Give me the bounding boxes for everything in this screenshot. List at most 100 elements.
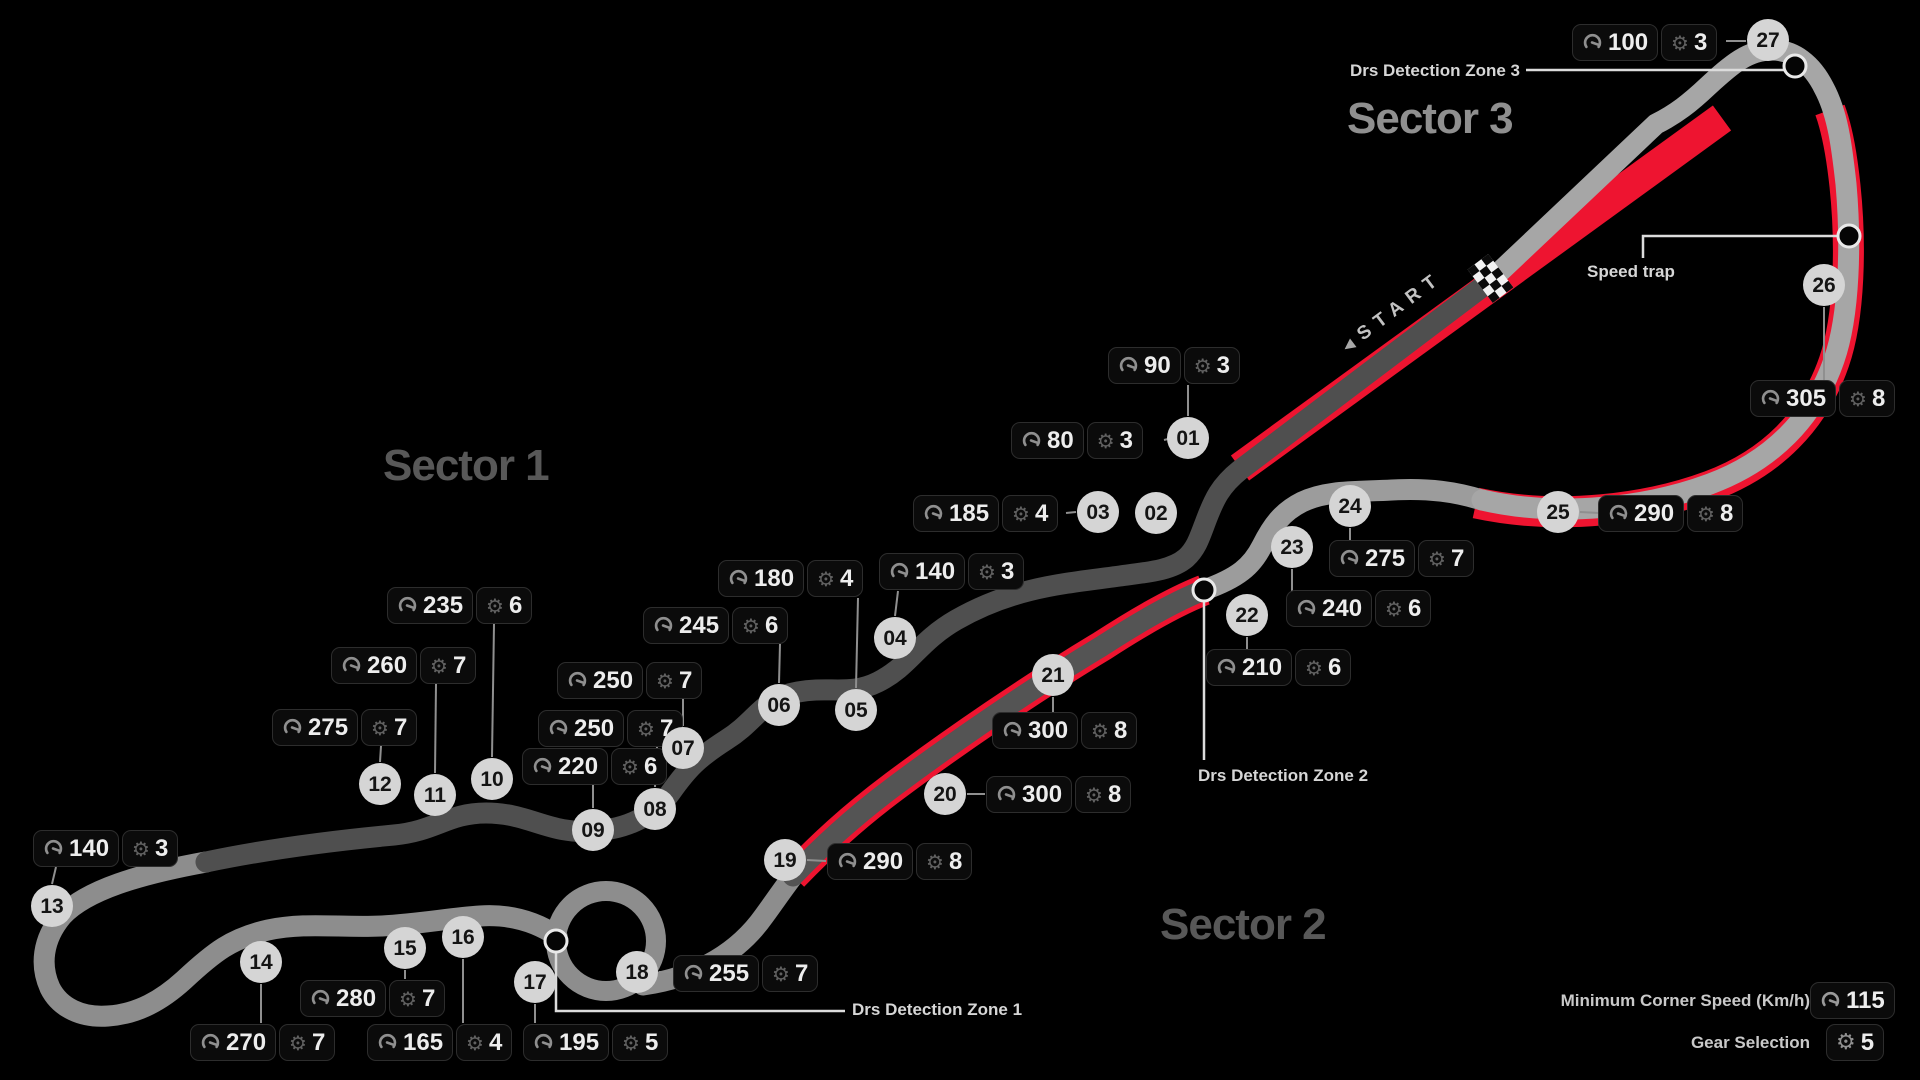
corner-speed-cell: 165	[367, 1024, 454, 1061]
corner-marker-20: 20	[924, 773, 966, 815]
corner-badge-10: 235 ⚙ 6	[387, 587, 533, 624]
badge-connector-line-06	[778, 643, 781, 684]
min-corner-speed-value: 115	[1846, 986, 1885, 1014]
corner-gear-cell: ⚙ 6	[1375, 590, 1432, 627]
gear-icon: ⚙	[622, 1030, 640, 1055]
detection-dots	[543, 53, 1862, 954]
corner-gear-value: 8	[1719, 499, 1734, 527]
gauge-icon	[1821, 991, 1840, 1007]
corner-gear-value: 3	[1216, 351, 1230, 379]
corner-gear-cell: ⚙ 7	[646, 662, 703, 699]
corner-speed-value: 180	[754, 564, 795, 592]
corner-gear-value: 6	[643, 752, 658, 780]
corner-speed-value: 80	[1047, 426, 1074, 454]
track-road-esses-22-24	[1193, 479, 1493, 601]
corner-marker-01: 01	[1167, 417, 1209, 459]
corner-speed-value: 100	[1608, 28, 1649, 56]
corner-speed-value: 255	[709, 959, 750, 987]
corner-speed-cell: 245	[643, 607, 730, 644]
corner-speed-cell: 180	[718, 560, 805, 597]
corner-gear-value: 4	[488, 1028, 503, 1056]
gauge-icon	[997, 785, 1016, 801]
corner-badge-04: 140 ⚙ 3	[879, 553, 1025, 590]
gear-icon: ⚙	[132, 836, 150, 861]
gear-icon: ⚙	[1836, 1029, 1856, 1055]
corner-speed-value: 290	[1634, 499, 1675, 527]
corner-speed-value: 300	[1028, 716, 1069, 744]
corner-speed-cell: 210	[1206, 649, 1293, 686]
corner-gear-value: 6	[1327, 653, 1342, 681]
corner-speed-value: 90	[1144, 351, 1171, 379]
gear-icon: ⚙	[656, 668, 674, 693]
drs-detection-zone-3-label: Drs Detection Zone 3	[1349, 61, 1520, 80]
corner-gear-value: 3	[1119, 426, 1133, 454]
corner-gear-value: 3	[1000, 557, 1015, 585]
corner-gear-cell: ⚙ 3	[1183, 347, 1240, 384]
drs1-detection-dot	[543, 928, 569, 954]
corner-gear-cell: ⚙ 8	[1687, 495, 1744, 532]
corner-gear-cell: ⚙ 3	[122, 830, 179, 867]
min-corner-speed-legend-badge: 115	[1810, 982, 1895, 1019]
corner-marker-02: 02	[1135, 492, 1177, 534]
corner-gear-cell: ⚙ 4	[456, 1024, 513, 1061]
gauge-icon	[924, 504, 943, 520]
corner-marker-22: 22	[1226, 594, 1268, 636]
corner-speed-cell: 220	[522, 748, 609, 785]
corner-speed-value: 140	[69, 834, 110, 862]
corner-gear-cell: ⚙ 6	[611, 748, 668, 785]
corner-marker-09: 09	[572, 809, 614, 851]
corner-speed-value: 210	[1242, 653, 1283, 681]
corner-badge-17: 195 ⚙ 5	[523, 1024, 669, 1061]
callout-lines	[554, 68, 1837, 1013]
corner-gear-value: 7	[311, 1028, 326, 1056]
corner-badge-14: 270 ⚙ 7	[190, 1024, 336, 1061]
corner-gear-cell: ⚙ 6	[732, 607, 789, 644]
corner-gear-value: 8	[1113, 716, 1128, 744]
corner-badge-16: 165 ⚙ 4	[367, 1024, 513, 1061]
corner-marker-11: 11	[414, 774, 456, 816]
corner-speed-cell: 250	[557, 662, 644, 699]
corner-badge-06: 245 ⚙ 6	[643, 607, 789, 644]
corner-speed-cell: 305	[1750, 380, 1837, 417]
corner-gear-cell: ⚙ 7	[361, 709, 418, 746]
badge-connector-line-19	[806, 859, 827, 862]
gear-icon: ⚙	[289, 1030, 307, 1055]
gear-icon: ⚙	[1697, 501, 1715, 526]
corner-badge-01: 90 ⚙ 3	[1108, 347, 1240, 384]
corner-speed-cell: 290	[1598, 495, 1685, 532]
gear-icon: ⚙	[621, 754, 639, 779]
corner-speed-value: 275	[308, 713, 349, 741]
corner-speed-cell: 300	[992, 712, 1079, 749]
gauge-icon	[1003, 721, 1022, 737]
corner-gear-value: 7	[452, 651, 467, 679]
track-road-drs-back-straight	[782, 579, 1215, 887]
badge-connector-line-03	[1065, 511, 1077, 514]
drs1-callout-line	[554, 953, 845, 1013]
corner-speed-value: 280	[336, 984, 377, 1012]
corner-speed-cell: 290	[827, 843, 914, 880]
gear-icon: ⚙	[1012, 501, 1030, 526]
corner-gear-value: 8	[1871, 384, 1886, 412]
corner-badge-09: 220 ⚙ 6	[522, 748, 668, 785]
corner-gear-cell: ⚙ 8	[1075, 776, 1132, 813]
corner-speed-cell: 275	[1329, 540, 1416, 577]
gauge-icon	[684, 964, 703, 980]
corner-marker-19: 19	[764, 839, 806, 881]
corner-marker-25: 25	[1537, 491, 1579, 533]
corner-speed-cell: 140	[33, 830, 120, 867]
gear-selection-legend-badge: ⚙ 5	[1826, 1024, 1885, 1061]
sector-1-label: Sector 1	[383, 441, 550, 490]
corner-speed-cell: 300	[986, 776, 1073, 813]
corner-badge-25: 290 ⚙ 8	[1598, 495, 1744, 532]
gear-icon: ⚙	[1305, 655, 1323, 680]
gear-icon: ⚙	[772, 961, 790, 986]
corner-speed-cell: 100	[1572, 24, 1659, 61]
gear-icon: ⚙	[1096, 428, 1115, 453]
corner-speed-value: 305	[1786, 384, 1827, 412]
corner-speed-value: 235	[423, 591, 464, 619]
gear-icon: ⚙	[637, 716, 655, 741]
corner-gear-cell: ⚙ 3	[1661, 24, 1718, 61]
sector-2-label: Sector 2	[1160, 900, 1327, 949]
corner-marker-03: 03	[1077, 491, 1119, 533]
